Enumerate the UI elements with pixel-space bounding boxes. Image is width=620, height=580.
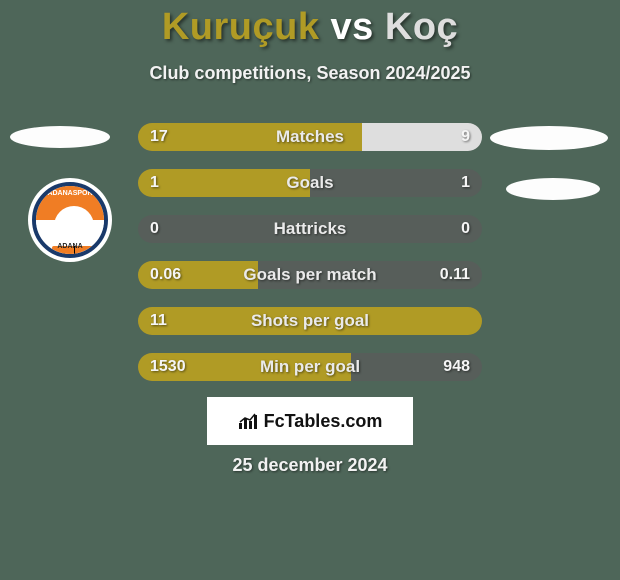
stat-value-right: 0 [461, 220, 470, 238]
stat-row: 0.06 Goals per match 0.11 [138, 261, 482, 289]
ellipse-right-1 [490, 126, 608, 150]
logo-box: FcTables.com [207, 397, 413, 445]
stat-label: Hattricks [274, 219, 347, 239]
ellipse-left [10, 126, 110, 148]
stat-row: 1 Goals 1 [138, 169, 482, 197]
badge-top-half: ADANASPOR [36, 186, 104, 220]
stat-row: 11 Shots per goal [138, 307, 482, 335]
logo: FcTables.com [238, 411, 383, 432]
ellipse-right-2 [506, 178, 600, 200]
stat-value-right: 0.11 [440, 266, 470, 284]
stat-label: Min per goal [260, 357, 360, 377]
badge-top-text: ADANASPOR [36, 190, 104, 197]
title: Kuruçuk vs Koç [0, 0, 620, 49]
stat-value-left: 17 [150, 128, 168, 146]
bar-left-fill [138, 169, 310, 197]
stat-label: Shots per goal [251, 311, 369, 331]
title-right: Koç [385, 6, 458, 48]
stat-row: 17 Matches 9 [138, 123, 482, 151]
stat-label: Goals [286, 173, 333, 193]
infographic-root: Kuruçuk vs Koç Club competitions, Season… [0, 0, 620, 580]
logo-text: FcTables.com [264, 411, 383, 432]
badge-bottom-text: ADANA [36, 243, 104, 250]
stat-value-left: 0 [150, 220, 159, 238]
badge-inner: ADANASPOR ADANA [32, 182, 108, 258]
stat-row: 0 Hattricks 0 [138, 215, 482, 243]
chart-icon [238, 412, 260, 430]
stats-bars: 17 Matches 9 1 Goals 1 0 Hattricks 0 0.06 Goals pe… [138, 123, 482, 399]
stat-value-left: 1530 [150, 358, 186, 376]
stat-value-left: 11 [150, 312, 167, 330]
stat-value-left: 1 [150, 174, 159, 192]
stat-row: 1530 Min per goal 948 [138, 353, 482, 381]
stat-value-right: 9 [461, 128, 470, 146]
title-left: Kuruçuk [162, 6, 320, 48]
stat-label: Matches [276, 127, 344, 147]
stat-value-right: 1 [461, 174, 470, 192]
subtitle: Club competitions, Season 2024/2025 [0, 63, 620, 84]
stat-value-left: 0.06 [150, 266, 181, 284]
stat-value-right: 948 [443, 358, 470, 376]
stat-label: Goals per match [243, 265, 376, 285]
badge-bottom-half: ADANA [36, 220, 104, 254]
club-badge: ADANASPOR ADANA [28, 178, 112, 262]
title-vs: vs [331, 6, 374, 48]
date: 25 december 2024 [0, 455, 620, 476]
